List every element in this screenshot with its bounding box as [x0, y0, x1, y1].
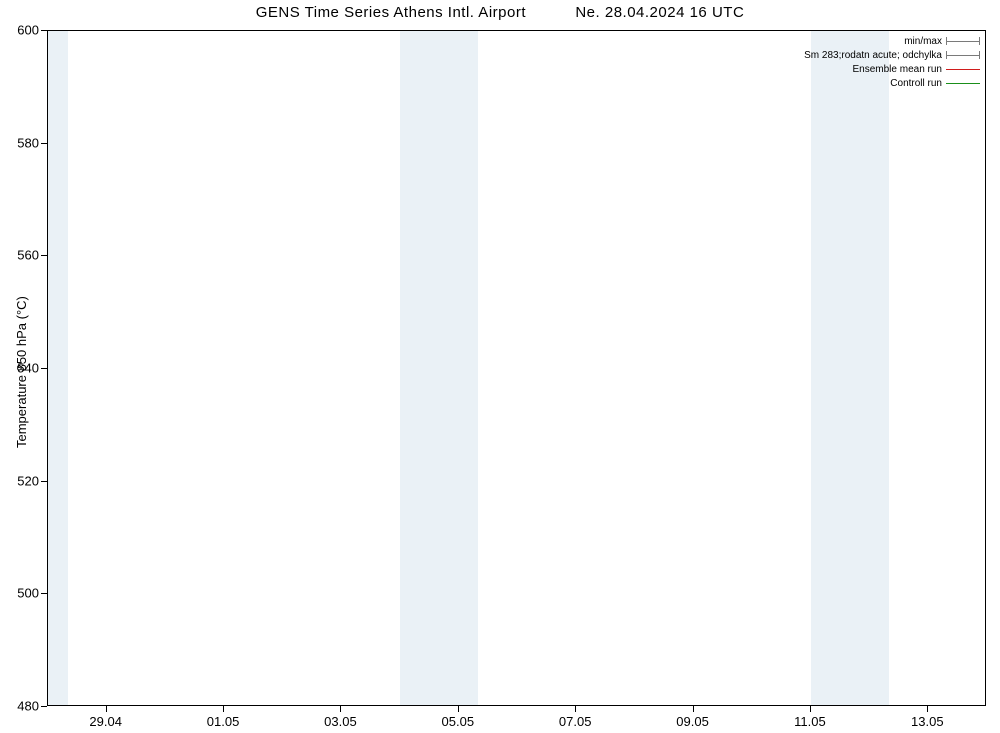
x-tick-mark [458, 706, 459, 712]
x-tick-label: 01.05 [207, 714, 240, 729]
title-left: GENS Time Series Athens Intl. Airport [256, 4, 526, 21]
x-tick-label: 13.05 [911, 714, 944, 729]
plot-area [47, 30, 986, 706]
x-tick-mark [223, 706, 224, 712]
x-tick-mark [340, 706, 341, 712]
weekend-band [400, 31, 478, 705]
y-tick-mark [41, 30, 47, 31]
legend-swatch [946, 50, 980, 60]
y-tick-mark [41, 706, 47, 707]
x-tick-label: 03.05 [324, 714, 357, 729]
legend-label: Controll run [890, 78, 946, 89]
y-tick-label: 500 [11, 586, 39, 601]
x-tick-mark [575, 706, 576, 712]
y-axis-label: Temperature 850 hPa (°C) [14, 296, 29, 448]
legend-item: Sm 283;rodatn acute; odchylka [804, 48, 980, 62]
y-tick-label: 520 [11, 473, 39, 488]
legend-label: Ensemble mean run [853, 64, 947, 75]
legend-item: min/max [804, 34, 980, 48]
x-tick-label: 09.05 [676, 714, 709, 729]
y-tick-mark [41, 143, 47, 144]
y-tick-label: 480 [11, 699, 39, 714]
y-tick-mark [41, 368, 47, 369]
legend-swatch [946, 36, 980, 46]
legend-item: Controll run [804, 76, 980, 90]
legend: min/max Sm 283;rodatn acute; odchylka Ense… [804, 34, 980, 90]
y-tick-mark [41, 255, 47, 256]
y-tick-label: 560 [11, 248, 39, 263]
legend-swatch [946, 78, 980, 88]
legend-item: Ensemble mean run [804, 62, 980, 76]
weekend-band [811, 31, 889, 705]
x-tick-mark [810, 706, 811, 712]
x-tick-label: 11.05 [794, 714, 826, 729]
x-tick-label: 07.05 [559, 714, 592, 729]
x-tick-mark [106, 706, 107, 712]
x-tick-label: 05.05 [442, 714, 475, 729]
x-tick-label: 29.04 [89, 714, 122, 729]
x-tick-mark [927, 706, 928, 712]
y-tick-mark [41, 481, 47, 482]
y-tick-mark [41, 593, 47, 594]
legend-label: Sm 283;rodatn acute; odchylka [804, 50, 946, 61]
title-right: Ne. 28.04.2024 16 UTC [575, 4, 744, 21]
legend-label: min/max [904, 36, 946, 47]
x-tick-mark [693, 706, 694, 712]
y-tick-label: 580 [11, 135, 39, 150]
chart-container: GENS Time Series Athens Intl. Airport Ne… [0, 0, 1000, 733]
weekend-band [48, 31, 68, 705]
legend-swatch [946, 64, 980, 74]
y-tick-label: 600 [11, 23, 39, 38]
chart-title: GENS Time Series Athens Intl. Airport Ne… [0, 4, 1000, 21]
